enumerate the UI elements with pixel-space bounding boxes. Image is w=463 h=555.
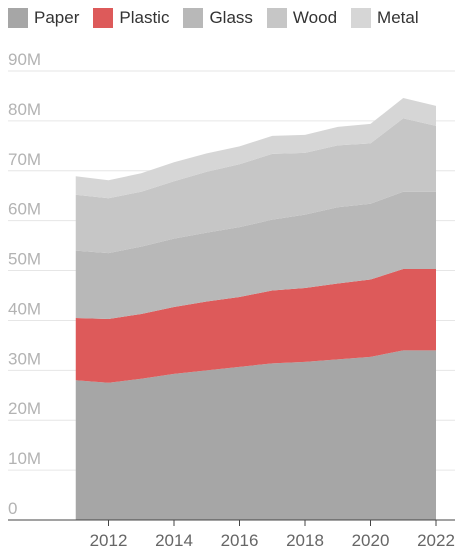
legend-item-wood[interactable]: Wood (266, 8, 338, 28)
y-axis-labels: 0 10M 20M 30M 40M 50M 60M 70M 80M 90M (8, 50, 41, 518)
legend-swatch (93, 8, 114, 28)
y-tick-label: 90M (8, 50, 41, 69)
areas (75, 97, 436, 520)
legend-item-paper[interactable]: Paper (8, 8, 79, 28)
x-axis-labels: 2012 2014 2016 2018 2020 2022 (90, 520, 455, 550)
legend-item-metal[interactable]: Metal (351, 8, 419, 28)
legend-label: Paper (34, 8, 80, 27)
y-tick-label: 10M (8, 449, 41, 468)
legend-item-glass[interactable]: Glass (183, 8, 253, 28)
x-tick-label: 2014 (155, 531, 193, 550)
legend-label: Glass (209, 8, 253, 27)
x-tick-label: 2016 (221, 531, 259, 550)
legend-swatch (351, 8, 372, 28)
legend-swatch (8, 8, 28, 28)
legend-swatch (266, 8, 287, 28)
legend-label: Wood (292, 8, 338, 27)
area-metal (75, 97, 436, 199)
y-tick-label: 50M (8, 250, 41, 269)
x-tick-label: 2018 (286, 531, 324, 550)
legend-label: Metal (377, 8, 419, 27)
y-tick-label: 30M (8, 349, 41, 368)
y-tick-label: 40M (8, 299, 41, 318)
x-tick-label: 2022 (417, 531, 455, 550)
x-tick-label: 2020 (352, 531, 390, 550)
legend: Paper Plastic Glass Wood Metal (8, 6, 433, 30)
y-tick-label: 60M (8, 200, 41, 219)
y-tick-label: 20M (8, 399, 41, 418)
y-tick-label: 0 (8, 499, 17, 518)
x-tick-label: 2012 (90, 531, 128, 550)
area-paper (75, 350, 436, 520)
legend-item-plastic[interactable]: Plastic (93, 8, 169, 28)
y-tick-label: 80M (8, 100, 41, 119)
area-plastic (75, 269, 436, 383)
area-wood (75, 118, 436, 254)
legend-label: Plastic (119, 8, 170, 27)
y-tick-label: 70M (8, 150, 41, 169)
area-glass (75, 191, 436, 319)
legend-swatch (183, 8, 204, 28)
